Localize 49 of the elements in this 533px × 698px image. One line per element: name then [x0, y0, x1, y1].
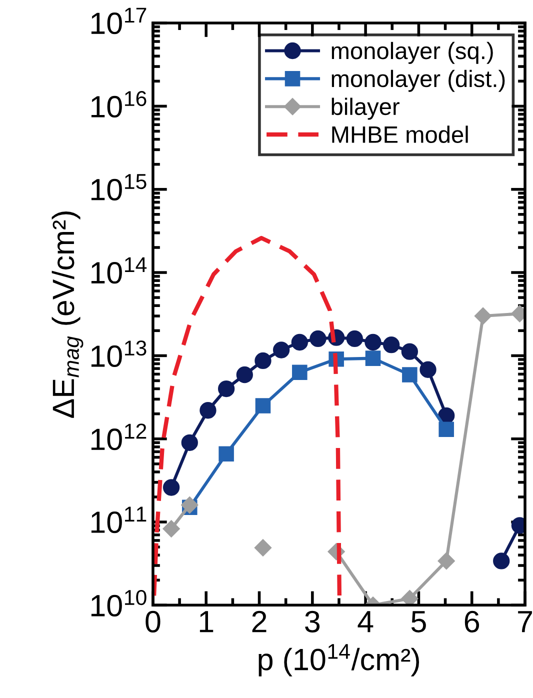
point	[272, 342, 290, 358]
y-tick-label: 10$^{13}$	[91, 340, 146, 368]
y-tick-label: 10$^{17}$	[91, 8, 146, 34]
x-tick-label: 4	[358, 611, 374, 632]
point	[402, 367, 418, 382]
x-tick-label: 5	[411, 611, 426, 632]
point	[474, 307, 492, 325]
point	[255, 398, 271, 414]
legend-label: MHBE model	[332, 126, 468, 144]
point	[181, 496, 198, 514]
x-tick-label: 0	[146, 610, 160, 632]
point	[236, 366, 253, 384]
point	[365, 350, 381, 366]
point	[438, 552, 455, 570]
point	[292, 364, 308, 380]
point	[364, 334, 382, 351]
point	[181, 434, 198, 451]
y-tick-label: 10$^{15}$	[91, 174, 146, 200]
x-tick-label: 2	[252, 610, 266, 632]
x-tick-label: 3	[305, 610, 320, 632]
legend-label: monolayer (dist.)	[332, 70, 505, 92]
point	[291, 334, 308, 351]
x-axis-title: p (10$^{14}$/cm²)	[258, 644, 419, 676]
point	[218, 446, 234, 462]
x-tick-label: 6	[464, 610, 480, 632]
point	[310, 330, 326, 348]
point	[162, 479, 180, 496]
y-tick-label: 10$^{14}$	[91, 257, 147, 284]
point	[162, 520, 180, 538]
legend-label: bilayer	[332, 98, 400, 120]
point	[254, 539, 272, 556]
point	[346, 330, 363, 348]
y-tick-label: 10$^{16}$	[91, 90, 146, 118]
point	[401, 590, 418, 606]
point	[420, 361, 436, 378]
point	[254, 352, 272, 370]
x-tick-label: 1	[200, 611, 214, 632]
y-tick-label: 10$^{12}$	[91, 424, 146, 450]
point	[218, 380, 235, 398]
y-axis-title: ΔE$_{mag}$ (eV/cm²)	[52, 212, 84, 418]
point	[401, 343, 418, 360]
x-tick-label: 7	[518, 611, 532, 632]
point	[493, 552, 510, 570]
point	[438, 422, 454, 438]
y-tick-label: 10$^{10}$	[91, 590, 146, 616]
legend-label: monolayer (sq.)	[332, 42, 493, 64]
y-tick-label: 10$^{11}$	[91, 506, 146, 534]
point	[200, 402, 216, 419]
point	[383, 336, 400, 354]
